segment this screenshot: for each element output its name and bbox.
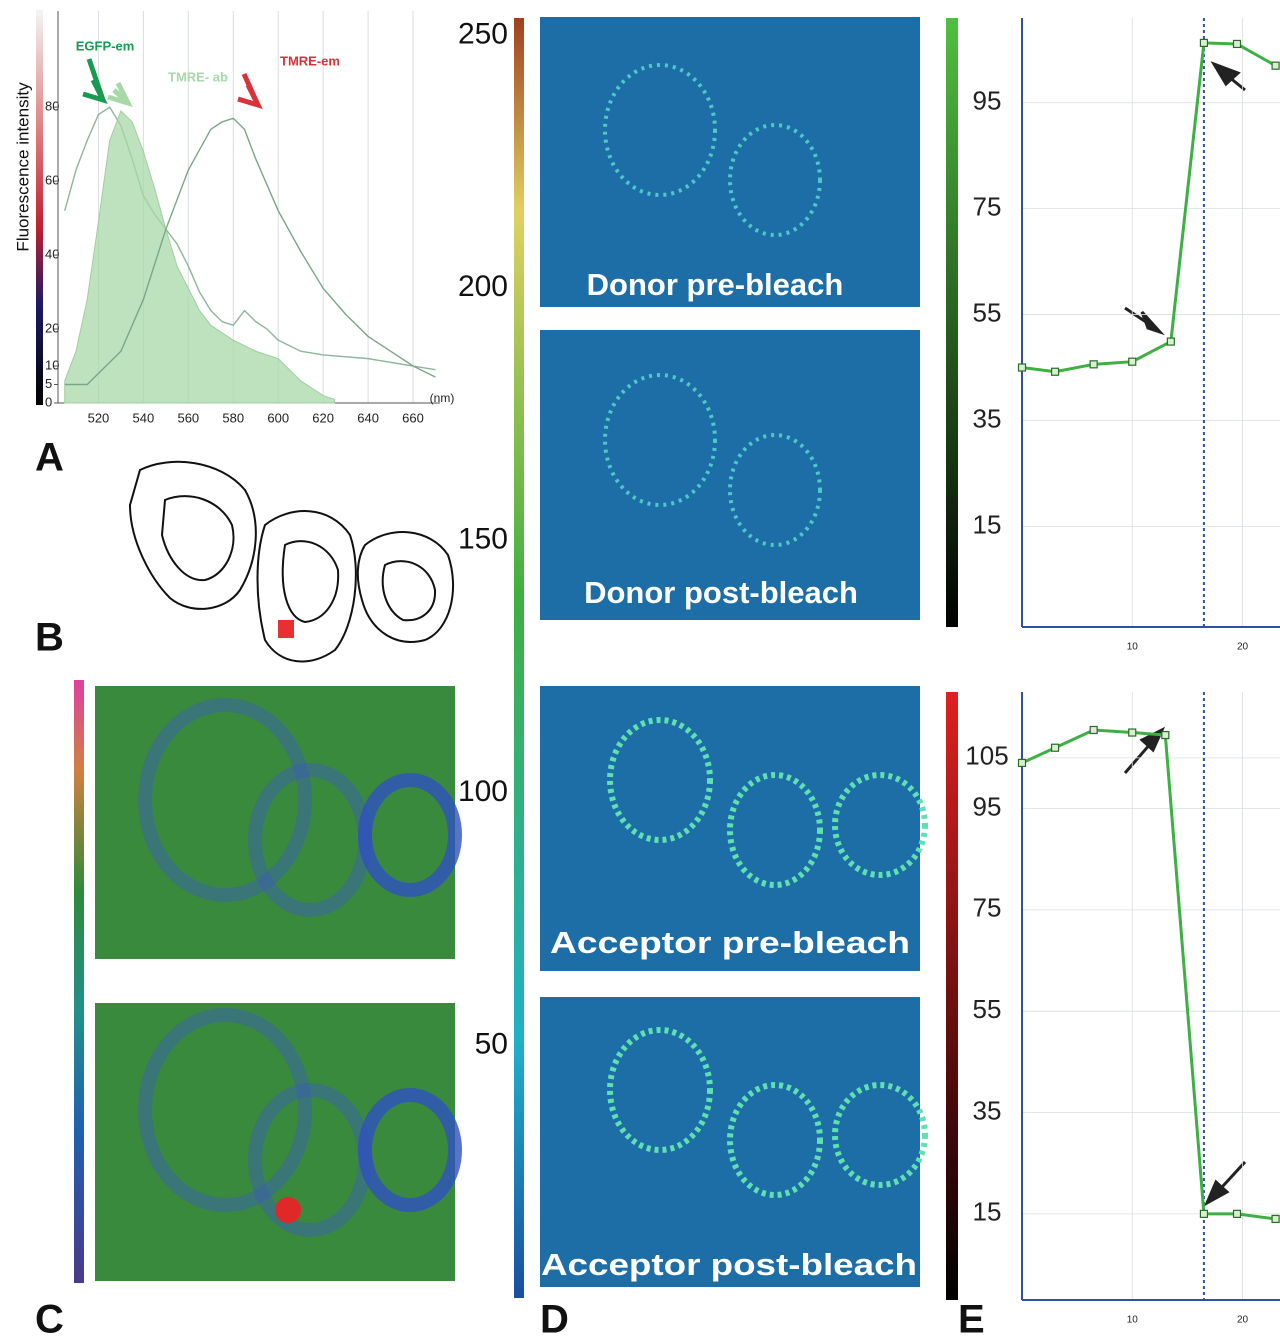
y-tick-label: 95 xyxy=(973,86,1002,116)
y-tick-label: 5 xyxy=(45,376,52,391)
y-tick-label: 50 xyxy=(475,1027,508,1060)
line xyxy=(1022,730,1276,1219)
y-tick-label: 105 xyxy=(965,741,1008,771)
x-tick-label: 10 xyxy=(1127,1315,1139,1326)
bleach-region xyxy=(278,620,294,638)
y-tick-label: 200 xyxy=(458,270,508,303)
annotation: TMRE- ab xyxy=(168,69,228,84)
annotation: TMRE-em xyxy=(280,53,340,68)
colorbar xyxy=(946,692,958,1300)
x-tick-label: 640 xyxy=(357,410,379,425)
panel-label: E xyxy=(958,1298,985,1342)
point xyxy=(1234,40,1241,47)
point xyxy=(1052,744,1059,751)
point xyxy=(1272,1215,1279,1222)
image-label: Donor pre-bleach xyxy=(587,267,844,302)
colorbar xyxy=(74,680,84,1283)
panel-label: C xyxy=(35,1298,64,1342)
y-axis-label: Fluorescence intensity xyxy=(13,82,32,252)
y-tick-label: 60 xyxy=(45,173,59,188)
panel-label: B xyxy=(35,616,64,660)
x-tick-label: 580 xyxy=(222,410,244,425)
image-label: Donor post-bleach xyxy=(584,575,858,610)
y-tick-label: 250 xyxy=(458,18,508,51)
point xyxy=(1129,358,1136,365)
point xyxy=(1234,1210,1241,1217)
x-tick-label: 10 xyxy=(1127,642,1139,653)
y-tick-label: 40 xyxy=(45,247,59,262)
point xyxy=(1200,39,1207,46)
y-tick-label: 80 xyxy=(45,99,59,114)
area xyxy=(65,111,335,403)
x-tick-label: 620 xyxy=(312,410,334,425)
x-tick-label: 520 xyxy=(88,410,110,425)
panel-d-images xyxy=(540,17,925,1287)
point xyxy=(1019,759,1026,766)
y-tick-label: 55 xyxy=(973,994,1002,1024)
point xyxy=(1019,364,1026,371)
y-tick-label: 100 xyxy=(458,775,508,808)
x-tick-label: 540 xyxy=(133,410,155,425)
point xyxy=(1090,361,1097,368)
point xyxy=(1090,727,1097,734)
y-tick-label: 35 xyxy=(973,403,1002,433)
y-tick-label: 0 xyxy=(45,394,52,409)
point xyxy=(1162,732,1169,739)
panel-c-images xyxy=(95,686,455,1281)
y-tick-label: 15 xyxy=(973,509,1002,539)
image-label: Acceptor post-bleach xyxy=(541,1247,917,1282)
x-tick-label: 600 xyxy=(267,410,289,425)
point xyxy=(1052,368,1059,375)
x-axis-label: (nm) xyxy=(430,391,455,405)
x-tick-label: 560 xyxy=(177,410,199,425)
point xyxy=(1272,62,1279,69)
x-tick-label: 20 xyxy=(1237,1315,1249,1326)
colorbar xyxy=(514,18,524,1298)
image-label: Acceptor pre-bleach xyxy=(550,925,910,960)
panel-label: D xyxy=(540,1298,569,1342)
y-tick-label: 55 xyxy=(973,297,1002,327)
annotation-arrow xyxy=(238,74,258,105)
annotation-arrow xyxy=(108,83,128,103)
point xyxy=(1129,729,1136,736)
arrows xyxy=(1125,64,1245,1203)
figure: Donor pre-bleach Donor post-bleach Accep… xyxy=(0,0,1280,1343)
y-tick-label: 35 xyxy=(973,1095,1002,1125)
y-tick-label: 15 xyxy=(973,1197,1002,1227)
point xyxy=(1200,1210,1207,1217)
annotation-arrow xyxy=(83,59,103,100)
x-tick-label: 20 xyxy=(1237,642,1249,653)
panel-label: A xyxy=(35,436,64,480)
point xyxy=(1167,338,1174,345)
x-tick-label: 660 xyxy=(402,410,424,425)
annotation: EGFP-em xyxy=(76,38,135,53)
y-tick-label: 75 xyxy=(973,893,1002,923)
y-tick-label: 10 xyxy=(45,357,59,372)
y-tick-label: 75 xyxy=(973,192,1002,222)
y-tick-label: 150 xyxy=(458,523,508,556)
colorbar xyxy=(946,18,958,627)
y-tick-label: 20 xyxy=(45,320,59,335)
y-tick-label: 95 xyxy=(973,791,1002,821)
colorbar xyxy=(36,10,43,405)
